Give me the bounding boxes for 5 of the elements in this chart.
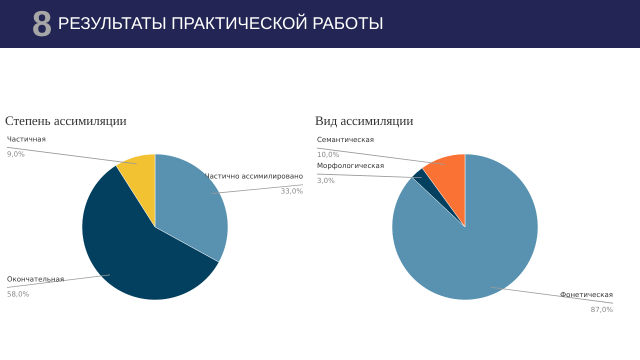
- text: РЕЗУЛЬТАТЫ ПРАКТИЧЕСКОЙ РАБОТЫ: [58, 14, 384, 34]
- pie-slice: [392, 154, 538, 300]
- chart-title: Вид ассимиляции: [315, 113, 414, 128]
- text: 8: [32, 3, 52, 45]
- chart-title: Степень ассимиляции: [5, 113, 127, 128]
